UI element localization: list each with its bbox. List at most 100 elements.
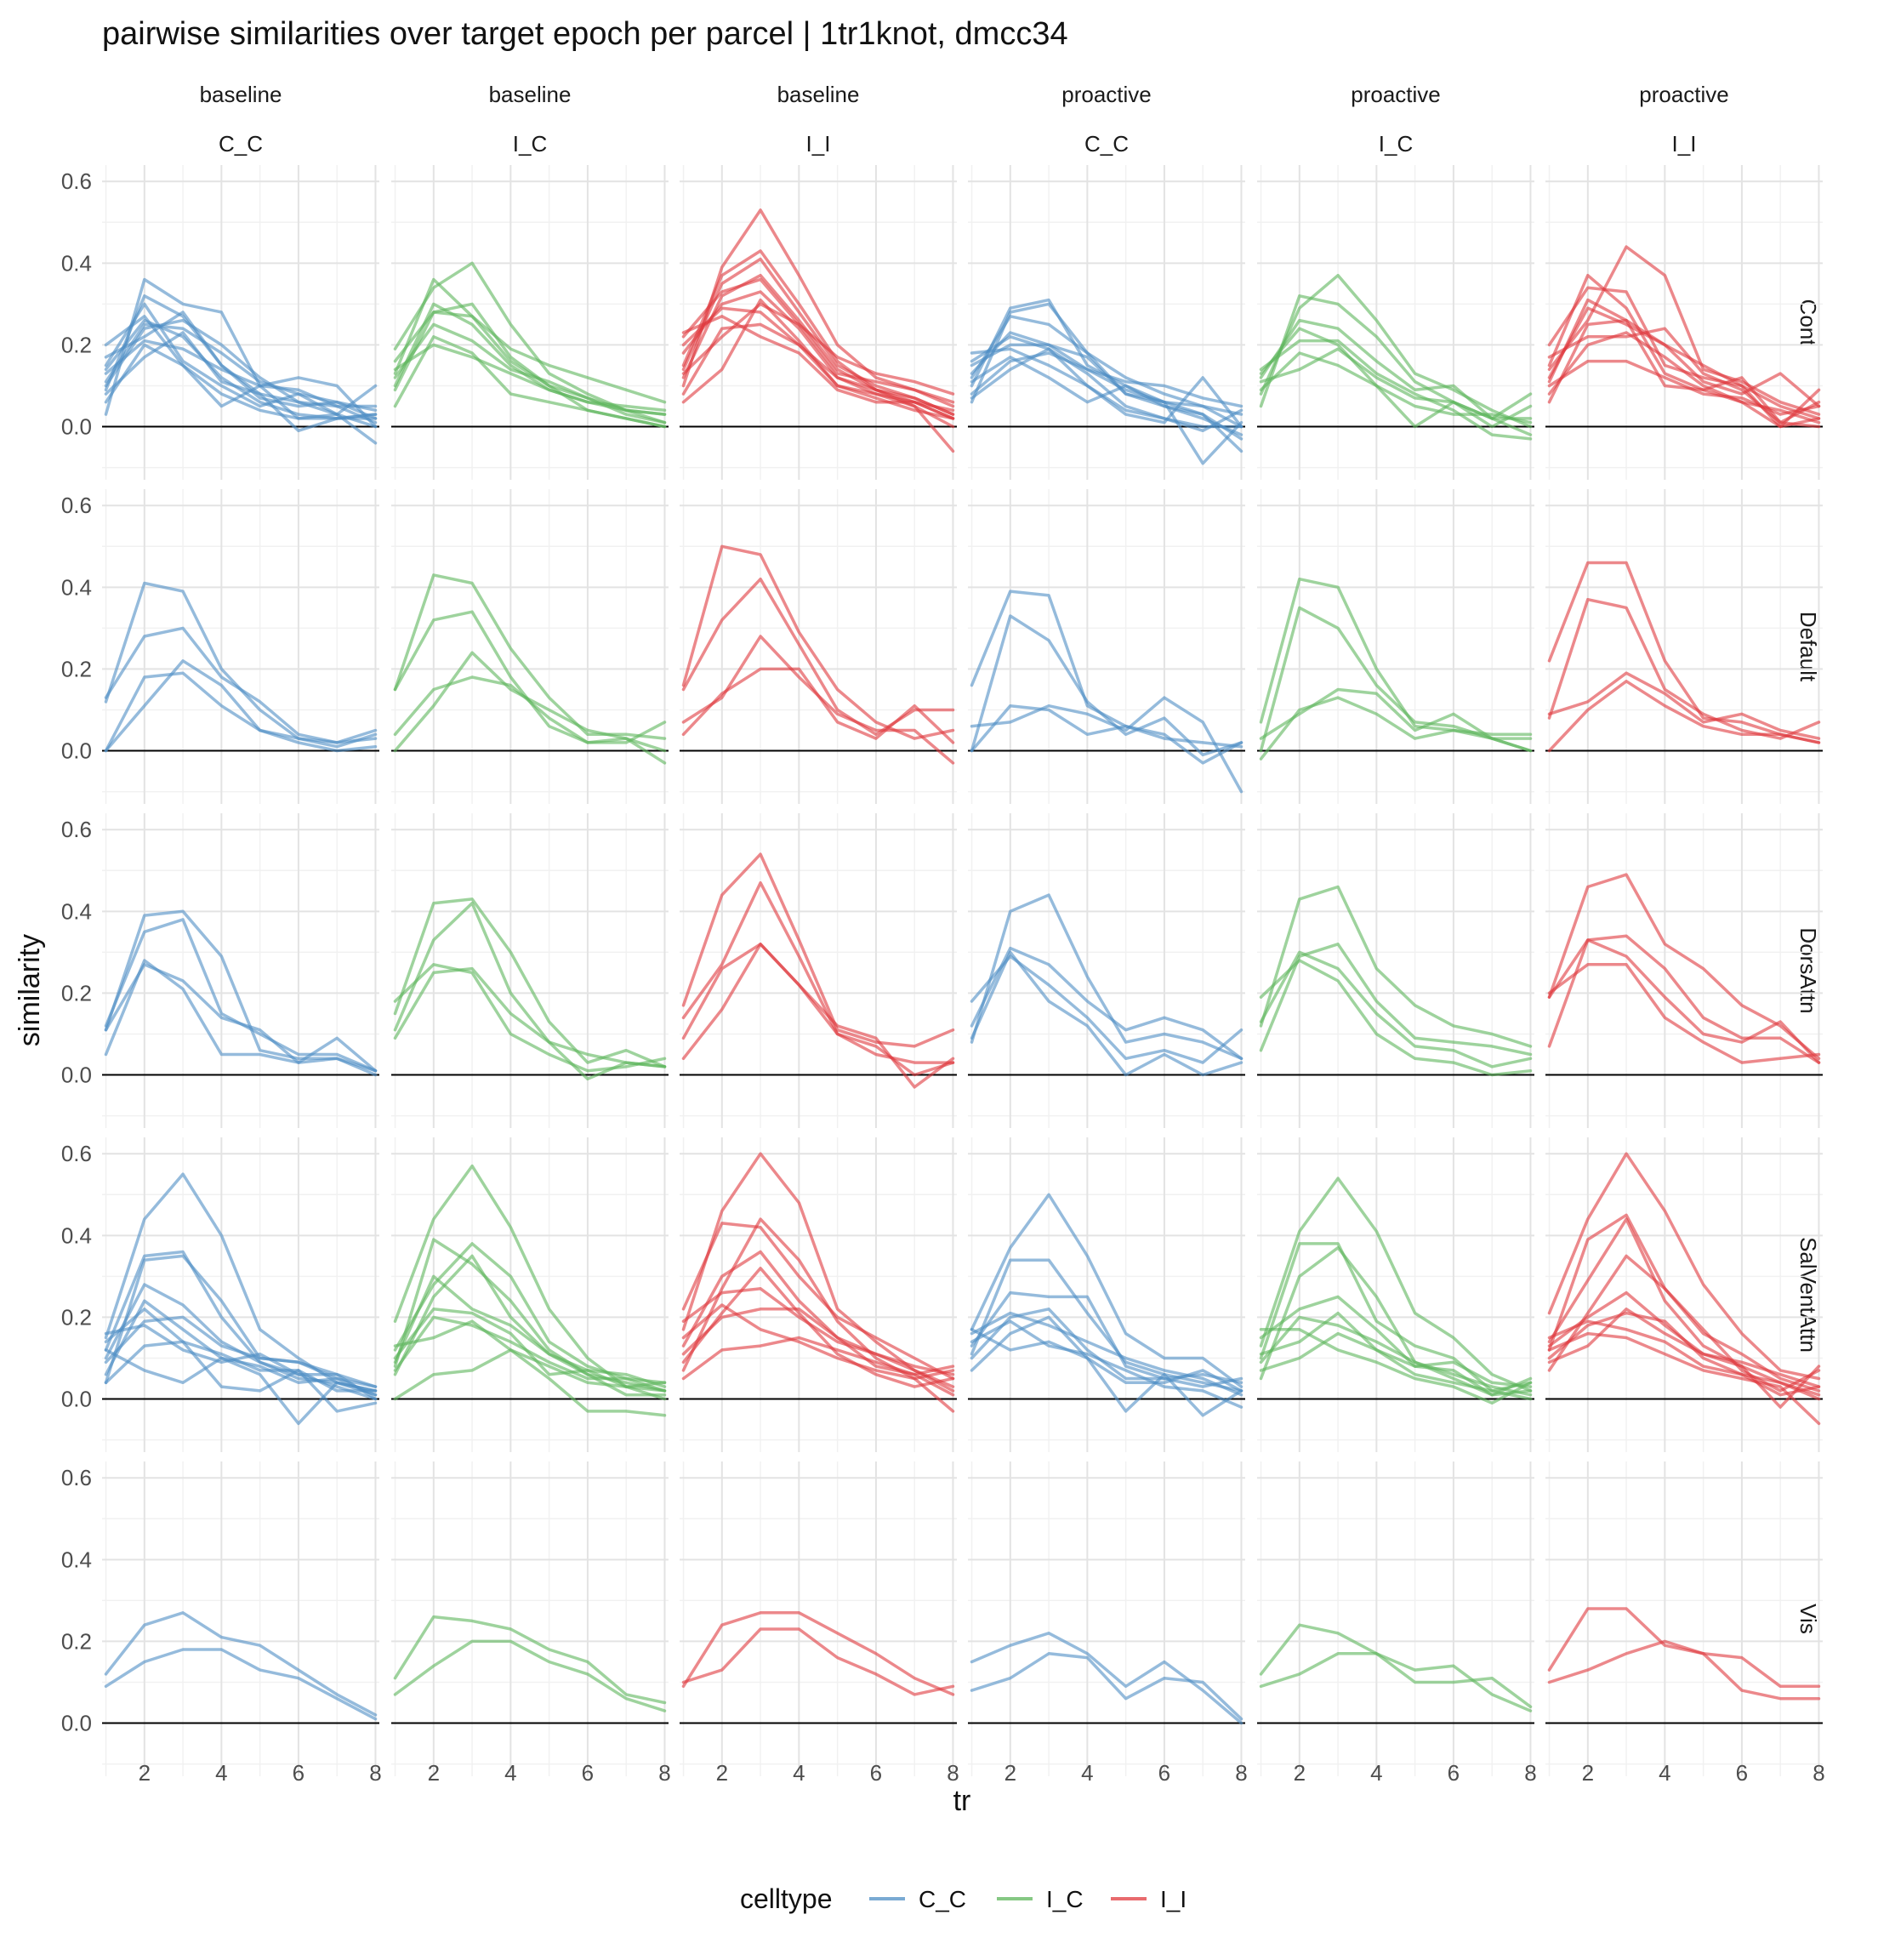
y-tick-label: 0.2 bbox=[61, 1628, 92, 1654]
strip-parcel-label: DorsAttn bbox=[1795, 927, 1821, 1013]
y-tick-label: 0.4 bbox=[61, 574, 92, 600]
series-line bbox=[1259, 1328, 1533, 1405]
facet-panel bbox=[1257, 1461, 1534, 1776]
x-tick-label: 6 bbox=[870, 1760, 882, 1786]
series-line bbox=[393, 675, 667, 744]
strip-session-label: baseline bbox=[200, 82, 282, 107]
series-line bbox=[970, 946, 1243, 1061]
series-line bbox=[970, 347, 1243, 429]
series-line bbox=[970, 1315, 1243, 1393]
legend-label: C_C bbox=[919, 1886, 966, 1912]
series-line bbox=[104, 1648, 378, 1721]
series-line bbox=[681, 1217, 955, 1413]
y-tick-label: 0.0 bbox=[61, 738, 92, 764]
y-tick-label: 0.0 bbox=[61, 1063, 92, 1088]
y-tick-label: 0.4 bbox=[61, 1222, 92, 1248]
series-line bbox=[970, 331, 1243, 441]
series-line bbox=[393, 1315, 667, 1385]
series-line bbox=[104, 1611, 378, 1717]
legend-title: celltype bbox=[740, 1883, 833, 1914]
series-line bbox=[1547, 934, 1821, 1064]
strip-parcel-label: Vis bbox=[1795, 1604, 1821, 1634]
x-tick-label: 2 bbox=[716, 1760, 728, 1786]
series-line bbox=[393, 573, 667, 740]
series-line bbox=[393, 1242, 667, 1393]
series-line bbox=[681, 852, 955, 1048]
facet-strips: baseline C_C baseline I_C baseline I_I proacti… bbox=[200, 82, 1821, 1634]
facet-panel bbox=[1257, 813, 1534, 1128]
facet-panel bbox=[391, 1461, 669, 1776]
series-line bbox=[1547, 1319, 1821, 1397]
facet-panel bbox=[968, 1461, 1245, 1776]
series-line bbox=[1547, 331, 1821, 429]
series-line bbox=[681, 1627, 955, 1696]
series-line bbox=[393, 302, 667, 424]
x-tick-label: 6 bbox=[1158, 1760, 1170, 1786]
series-line bbox=[1547, 963, 1821, 1064]
x-tick-label: 6 bbox=[1736, 1760, 1748, 1786]
facet-panel bbox=[102, 813, 379, 1128]
facet-panel bbox=[680, 1137, 957, 1452]
x-axis-label: tr bbox=[953, 1785, 971, 1817]
series-line bbox=[681, 315, 955, 420]
series-line bbox=[393, 1639, 667, 1712]
x-tick-label: 2 bbox=[1582, 1760, 1594, 1786]
series-line bbox=[681, 1303, 955, 1381]
series-line bbox=[393, 343, 667, 413]
series-line bbox=[1547, 597, 1821, 740]
series-line bbox=[104, 343, 378, 420]
series-line bbox=[104, 331, 378, 433]
y-tick-label: 0.6 bbox=[61, 493, 92, 518]
strip-celltype-label: I_I bbox=[806, 131, 831, 157]
x-tick-label: 8 bbox=[1524, 1760, 1536, 1786]
series-line bbox=[1547, 318, 1821, 420]
series-line bbox=[970, 696, 1243, 794]
series-line bbox=[970, 1632, 1243, 1725]
y-axes: 0.0 0.2 0.4 0.6 0.0 0.2 0.4 0.6 0.0 0.2 0.4 0.6 0.0 0… bbox=[61, 168, 92, 1735]
strip-session-label: proactive bbox=[1351, 82, 1441, 107]
series-line bbox=[681, 667, 955, 744]
series-line bbox=[1547, 1331, 1821, 1426]
x-tick-label: 2 bbox=[428, 1760, 440, 1786]
series-line bbox=[104, 1250, 378, 1401]
series-line bbox=[1547, 1254, 1821, 1393]
series-line bbox=[1259, 1177, 1533, 1393]
series-line bbox=[681, 544, 955, 740]
strip-session-label: proactive bbox=[1639, 82, 1729, 107]
series-line bbox=[1547, 680, 1821, 753]
series-line bbox=[681, 880, 955, 1077]
x-tick-label: 8 bbox=[1813, 1760, 1824, 1786]
series-line bbox=[393, 322, 667, 424]
series-line bbox=[1259, 347, 1533, 420]
strip-celltype-label: C_C bbox=[1084, 131, 1129, 157]
strip-celltype-label: I_C bbox=[513, 131, 547, 157]
y-tick-label: 0.2 bbox=[61, 980, 92, 1006]
series-line bbox=[1259, 950, 1533, 1068]
series-line bbox=[681, 302, 955, 408]
x-tick-label: 8 bbox=[369, 1760, 381, 1786]
series-line bbox=[1547, 561, 1821, 744]
y-tick-label: 0.0 bbox=[61, 414, 92, 440]
series-line bbox=[393, 1615, 667, 1705]
facet-panel bbox=[1257, 165, 1534, 480]
series-line bbox=[1547, 671, 1821, 740]
series-line bbox=[104, 659, 378, 753]
series-line bbox=[970, 1193, 1243, 1388]
series-line bbox=[970, 356, 1243, 465]
series-line bbox=[970, 347, 1243, 429]
series-line bbox=[681, 1308, 955, 1397]
series-line bbox=[1259, 1245, 1533, 1397]
series-line bbox=[681, 1287, 955, 1376]
series-line bbox=[104, 626, 378, 744]
facet-panels bbox=[102, 165, 1823, 1776]
series-line bbox=[393, 311, 667, 404]
strip-parcel-label: SalVentAttn bbox=[1795, 1237, 1821, 1353]
strip-parcel-label: Default bbox=[1795, 612, 1821, 682]
series-line bbox=[1547, 1639, 1821, 1701]
y-tick-label: 0.4 bbox=[61, 1547, 92, 1572]
legend-label: I_I bbox=[1160, 1886, 1187, 1912]
facet-panel bbox=[391, 165, 669, 480]
series-line bbox=[1547, 245, 1821, 416]
facet-panel bbox=[1545, 1137, 1823, 1452]
series-line bbox=[970, 590, 1243, 749]
